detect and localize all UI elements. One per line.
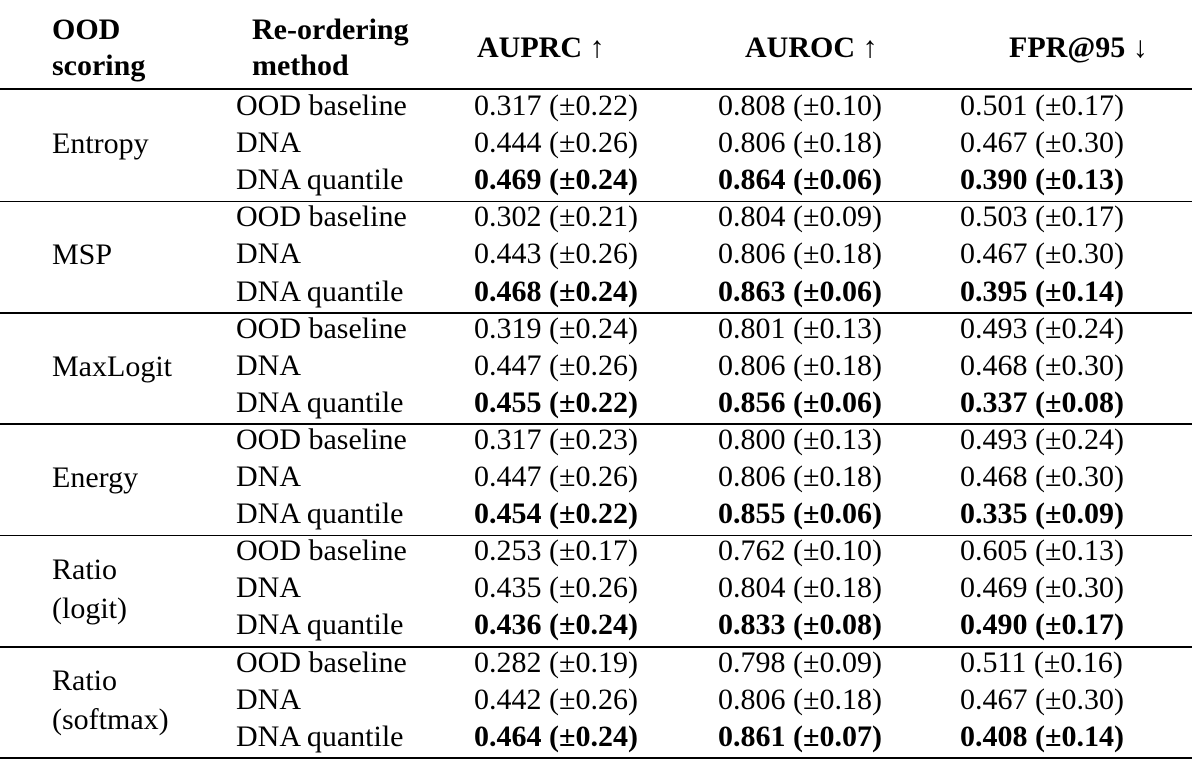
group-divider <box>0 757 1192 760</box>
cell-auroc: 0.806 (±0.18) <box>718 682 882 716</box>
cell-auroc: 0.806 (±0.18) <box>718 348 882 382</box>
header-ood-scoring-line2: scoring <box>52 49 146 82</box>
ood-scoring-label: Energy <box>52 461 139 495</box>
cell-method: OOD baseline <box>236 534 407 568</box>
group-divider <box>0 534 1192 537</box>
cell-auroc: 0.855 (±0.06) <box>718 497 882 531</box>
cell-auprc: 0.447 (±0.26) <box>474 460 638 493</box>
table-header: OOD scoring Re-ordering method AUPRC ↑ A… <box>0 8 1190 89</box>
cell-auprc: 0.468 (±0.24) <box>474 274 638 308</box>
header-ood-scoring-line1: OOD <box>52 13 121 46</box>
ood-scoring-label: Ratio <box>52 664 117 698</box>
cell-method: DNA quantile <box>236 719 404 753</box>
results-table: OOD scoring Re-ordering method AUPRC ↑ A… <box>0 8 1190 90</box>
cell-auroc: 0.863 (±0.06) <box>718 274 882 308</box>
cell-fpr: 0.468 (±0.30) <box>960 460 1124 493</box>
cell-auroc: 0.833 (±0.08) <box>718 608 882 642</box>
cell-method: OOD baseline <box>236 422 407 456</box>
cell-method: DNA quantile <box>236 385 404 419</box>
group-divider <box>0 200 1192 203</box>
header-reordering-method: Re-ordering method <box>252 8 457 89</box>
cell-auprc: 0.442 (±0.26) <box>474 682 638 716</box>
header-auroc: AUROC ↑ <box>745 31 878 64</box>
cell-fpr: 0.511 (±0.16) <box>960 645 1123 679</box>
cell-fpr: 0.337 (±0.08) <box>960 385 1124 419</box>
cell-fpr: 0.467 (±0.30) <box>960 237 1124 271</box>
cell-auprc: 0.319 (±0.24) <box>474 311 638 345</box>
cell-auroc: 0.806 (±0.18) <box>718 126 882 160</box>
cell-fpr: 0.493 (±0.24) <box>960 422 1124 456</box>
ood-scoring-label: (softmax) <box>52 703 169 737</box>
group-divider <box>0 646 1192 648</box>
cell-auprc: 0.436 (±0.24) <box>474 608 638 642</box>
cell-method: DNA <box>236 571 301 605</box>
group-divider <box>0 312 1192 314</box>
cell-fpr: 0.335 (±0.09) <box>960 497 1124 531</box>
cell-method: DNA quantile <box>236 163 404 197</box>
cell-fpr: 0.408 (±0.14) <box>960 719 1124 753</box>
cell-auprc: 0.282 (±0.19) <box>474 645 638 679</box>
cell-auroc: 0.798 (±0.09) <box>718 645 882 679</box>
ood-scoring-label: MaxLogit <box>52 349 172 383</box>
ood-scoring-label: MSP <box>52 238 113 272</box>
ood-scoring-label: (logit) <box>52 591 127 625</box>
header-fpr95: FPR@95 ↓ <box>1009 31 1148 64</box>
cell-auprc: 0.317 (±0.22) <box>474 89 638 122</box>
cell-auprc: 0.253 (±0.17) <box>474 534 638 568</box>
cell-method: DNA <box>236 460 301 493</box>
group-divider <box>0 423 1192 425</box>
cell-auprc: 0.455 (±0.22) <box>474 385 638 419</box>
header-reordering-line2: method <box>252 49 349 82</box>
cell-auroc: 0.800 (±0.13) <box>718 422 882 456</box>
cell-auroc: 0.856 (±0.06) <box>718 385 882 419</box>
cell-fpr: 0.468 (±0.30) <box>960 348 1124 382</box>
cell-fpr: 0.605 (±0.13) <box>960 534 1124 568</box>
cell-auroc: 0.861 (±0.07) <box>718 719 882 753</box>
cell-fpr: 0.501 (±0.17) <box>960 89 1124 122</box>
cell-auprc: 0.302 (±0.21) <box>474 200 638 234</box>
cell-method: OOD baseline <box>236 311 407 345</box>
cell-auprc: 0.443 (±0.26) <box>474 237 638 271</box>
cell-fpr: 0.469 (±0.30) <box>960 571 1124 605</box>
cell-auprc: 0.317 (±0.23) <box>474 422 638 456</box>
cell-method: DNA <box>236 682 301 716</box>
cell-method: DNA quantile <box>236 608 404 642</box>
cell-auroc: 0.762 (±0.10) <box>718 534 882 568</box>
cell-method: DNA <box>236 126 301 160</box>
cell-auprc: 0.454 (±0.22) <box>474 497 638 531</box>
header-reordering-line1: Re-ordering <box>252 13 409 46</box>
cell-method: OOD baseline <box>236 200 407 234</box>
cell-fpr: 0.467 (±0.30) <box>960 126 1124 160</box>
cell-fpr: 0.503 (±0.17) <box>960 200 1124 234</box>
ood-scoring-label: Entropy <box>52 127 149 161</box>
cell-auroc: 0.806 (±0.18) <box>718 460 882 493</box>
header-ood-scoring: OOD scoring <box>0 8 252 89</box>
cell-method: OOD baseline <box>236 645 407 679</box>
group-divider <box>0 88 1192 90</box>
header-auprc: AUPRC ↑ <box>477 31 605 64</box>
cell-auprc: 0.447 (±0.26) <box>474 348 638 382</box>
cell-auprc: 0.469 (±0.24) <box>474 163 638 197</box>
cell-fpr: 0.490 (±0.17) <box>960 608 1124 642</box>
cell-fpr: 0.395 (±0.14) <box>960 274 1124 308</box>
cell-fpr: 0.390 (±0.13) <box>960 163 1124 197</box>
cell-auroc: 0.806 (±0.18) <box>718 237 882 271</box>
cell-auprc: 0.464 (±0.24) <box>474 719 638 753</box>
cell-fpr: 0.467 (±0.30) <box>960 682 1124 716</box>
cell-method: DNA <box>236 348 301 382</box>
cell-method: OOD baseline <box>236 89 407 122</box>
cell-method: DNA <box>236 237 301 271</box>
ood-scoring-label: Ratio <box>52 552 117 586</box>
cell-auroc: 0.804 (±0.09) <box>718 200 882 234</box>
cell-auroc: 0.808 (±0.10) <box>718 89 882 122</box>
cell-fpr: 0.493 (±0.24) <box>960 311 1124 345</box>
cell-method: DNA quantile <box>236 497 404 531</box>
cell-auroc: 0.801 (±0.13) <box>718 311 882 345</box>
cell-auprc: 0.444 (±0.26) <box>474 126 638 160</box>
cell-auroc: 0.804 (±0.18) <box>718 571 882 605</box>
cell-auprc: 0.435 (±0.26) <box>474 571 638 605</box>
cell-auroc: 0.864 (±0.06) <box>718 163 882 197</box>
cell-method: DNA quantile <box>236 274 404 308</box>
